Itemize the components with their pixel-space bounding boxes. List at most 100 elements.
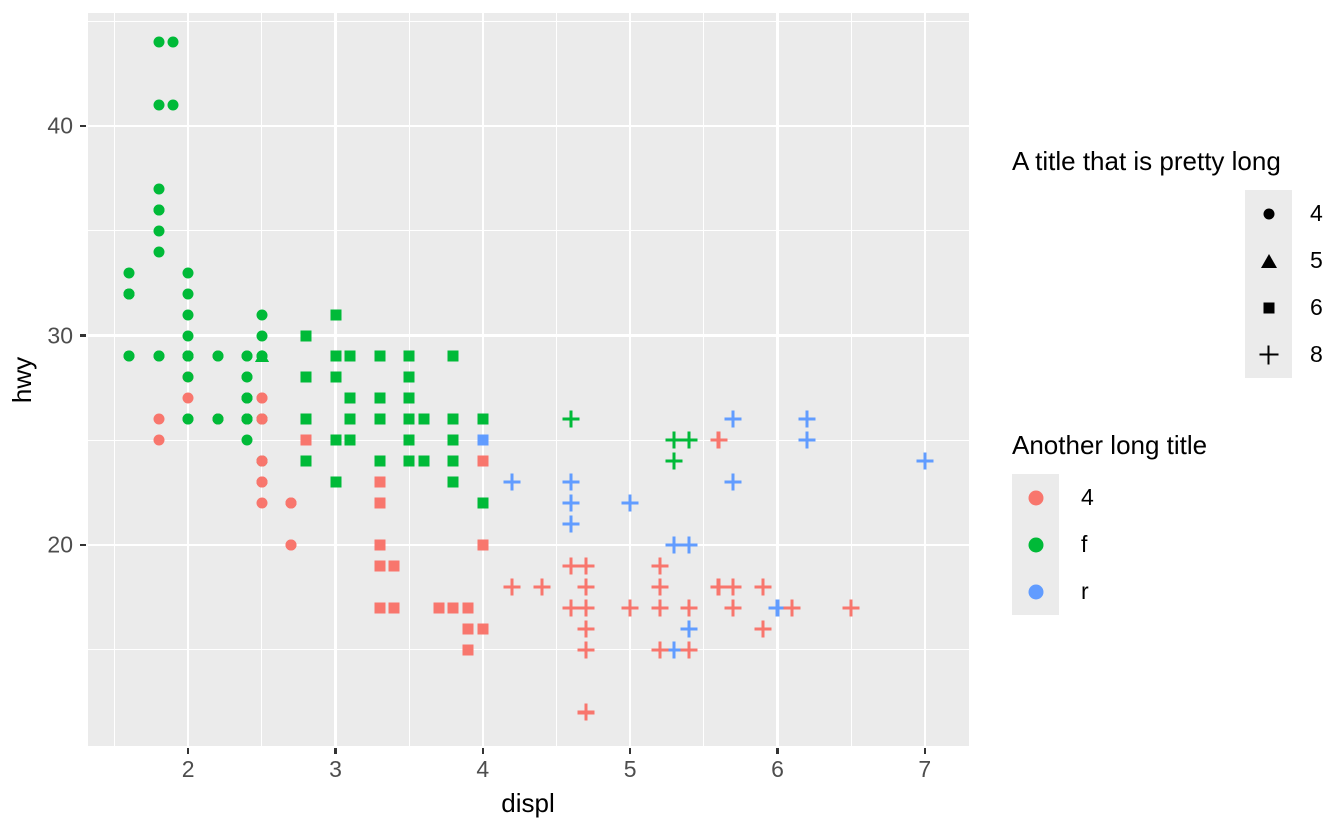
data-point bbox=[577, 620, 595, 638]
data-point bbox=[153, 204, 165, 216]
data-point bbox=[212, 413, 224, 425]
y-tick-label: 30 bbox=[47, 322, 73, 349]
legend-item[interactable]: 6 bbox=[1245, 284, 1344, 331]
data-point bbox=[388, 602, 400, 614]
data-point bbox=[241, 371, 253, 383]
data-point bbox=[447, 350, 459, 362]
legend-item[interactable]: f bbox=[1012, 521, 1344, 568]
legend-item[interactable]: 5 bbox=[1245, 237, 1344, 284]
data-point bbox=[388, 560, 400, 572]
data-point bbox=[212, 413, 224, 425]
data-point bbox=[153, 350, 165, 362]
data-point bbox=[724, 599, 742, 617]
data-point bbox=[577, 557, 595, 575]
legend-key-swatch bbox=[1245, 190, 1292, 237]
data-point bbox=[167, 36, 179, 48]
data-point bbox=[724, 578, 742, 596]
x-tick-label: 6 bbox=[771, 756, 784, 782]
data-point bbox=[153, 246, 165, 258]
legend-triangle-icon bbox=[1260, 253, 1277, 268]
data-point bbox=[447, 413, 459, 425]
data-point bbox=[447, 455, 459, 467]
data-point bbox=[724, 473, 742, 491]
data-point bbox=[462, 602, 474, 614]
color-legend-title: Another long title bbox=[1012, 430, 1208, 460]
legend-item[interactable]: 4 bbox=[1012, 474, 1344, 521]
data-point bbox=[374, 455, 386, 467]
data-point bbox=[562, 515, 580, 533]
gridline-minor-vertical bbox=[555, 13, 558, 746]
data-point bbox=[724, 578, 742, 596]
legend-item[interactable]: r bbox=[1012, 568, 1344, 615]
data-point bbox=[212, 350, 224, 362]
gridline-major-horizontal bbox=[88, 334, 969, 337]
data-point bbox=[374, 602, 386, 614]
data-point bbox=[577, 620, 595, 638]
legend-item-label: 8 bbox=[1310, 341, 1323, 367]
data-point bbox=[123, 288, 135, 300]
data-point bbox=[344, 413, 356, 425]
x-tick-mark bbox=[481, 748, 485, 754]
data-point bbox=[680, 599, 698, 617]
gridline-minor-vertical bbox=[261, 13, 263, 746]
gridline-major-vertical bbox=[187, 13, 190, 746]
x-tick-mark bbox=[334, 748, 337, 754]
data-point bbox=[577, 557, 595, 575]
data-point bbox=[241, 413, 253, 425]
data-point bbox=[754, 578, 772, 596]
data-point bbox=[344, 350, 356, 362]
data-point bbox=[153, 413, 165, 425]
legend-key-swatch bbox=[1012, 521, 1059, 568]
data-point bbox=[724, 599, 742, 617]
data-point bbox=[123, 350, 135, 362]
data-point bbox=[123, 350, 135, 362]
data-point bbox=[212, 413, 224, 425]
data-point bbox=[241, 350, 253, 362]
data-point bbox=[123, 288, 135, 300]
legend-circle-icon bbox=[1028, 584, 1043, 599]
gridline-minor-vertical bbox=[703, 13, 705, 746]
data-point bbox=[503, 473, 521, 491]
x-tick-mark bbox=[923, 748, 926, 754]
plot-panel bbox=[88, 13, 969, 746]
data-point bbox=[562, 494, 580, 512]
x-tick-mark bbox=[776, 748, 779, 754]
x-tick-mark bbox=[186, 748, 190, 754]
y-tick-mark bbox=[80, 334, 86, 337]
y-axis-title: hwy bbox=[7, 356, 37, 404]
data-point bbox=[710, 578, 728, 596]
data-point bbox=[374, 350, 386, 362]
data-point bbox=[212, 350, 224, 362]
data-point bbox=[344, 392, 356, 404]
gridline-major-vertical bbox=[481, 13, 484, 746]
legend-key-swatch bbox=[1012, 568, 1059, 615]
data-point bbox=[241, 371, 253, 383]
data-point bbox=[374, 392, 386, 404]
data-point bbox=[374, 476, 386, 488]
legend-item[interactable]: 4 bbox=[1245, 190, 1344, 237]
data-point bbox=[241, 392, 253, 404]
gridline-minor-horizontal bbox=[88, 439, 969, 441]
x-tick-label: 4 bbox=[476, 756, 490, 782]
data-point bbox=[388, 560, 400, 572]
legend-item[interactable]: 8 bbox=[1245, 331, 1344, 378]
data-point bbox=[562, 557, 580, 575]
data-point bbox=[447, 350, 459, 362]
legend-item-label: f bbox=[1081, 531, 1088, 557]
data-point bbox=[153, 204, 165, 216]
legend-item-label: 6 bbox=[1310, 294, 1323, 320]
data-point bbox=[241, 413, 253, 425]
data-point bbox=[562, 494, 580, 512]
data-point bbox=[447, 602, 459, 614]
data-point bbox=[665, 452, 683, 470]
data-point bbox=[577, 599, 595, 617]
data-point bbox=[724, 599, 742, 617]
data-point bbox=[680, 620, 698, 638]
x-tick-label: 7 bbox=[918, 756, 932, 782]
data-point bbox=[462, 623, 474, 635]
data-point bbox=[577, 599, 595, 617]
legend-item-label: 4 bbox=[1081, 484, 1094, 510]
data-point bbox=[167, 99, 179, 111]
data-point bbox=[300, 455, 312, 467]
